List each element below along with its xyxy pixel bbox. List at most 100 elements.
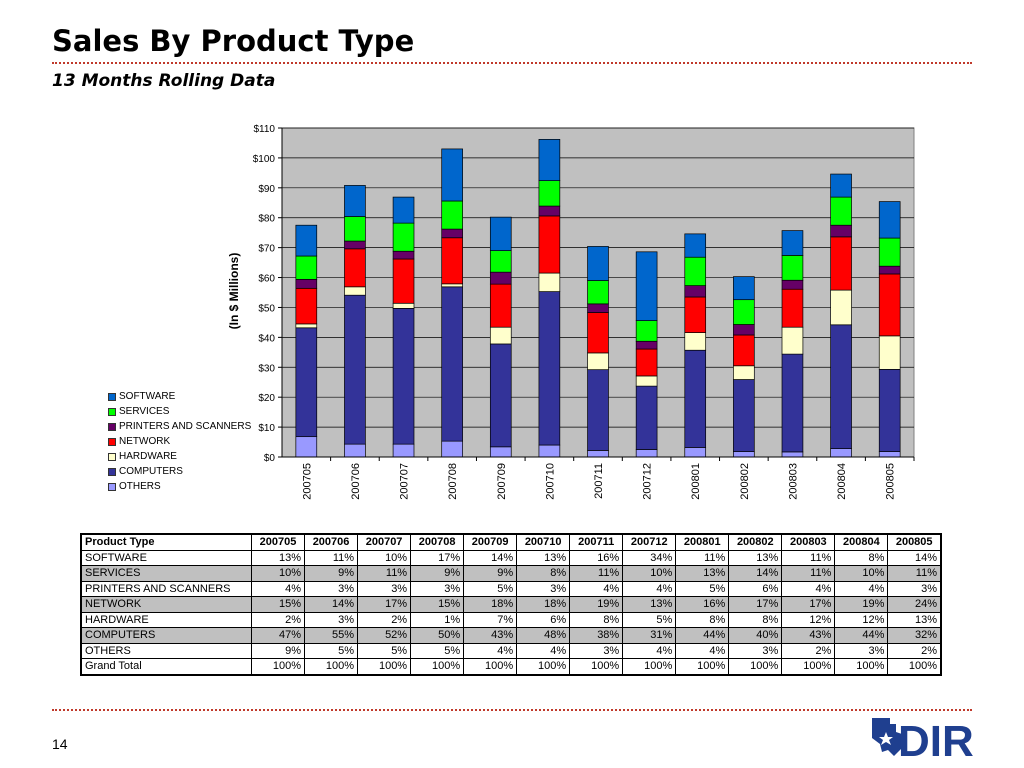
logo-text: DIR [898, 717, 974, 760]
table-cell: 9% [410, 565, 465, 582]
table-cell: 13% [516, 549, 571, 566]
slide-subtitle: 13 Months Rolling Data [52, 71, 276, 91]
table-cell: 17% [410, 549, 465, 566]
table-cell: 10% [622, 565, 677, 582]
table-cell: 18% [463, 596, 518, 613]
y-tick-label: $60 [258, 274, 275, 285]
table-cell: 14% [887, 549, 942, 566]
bar-segment-software [830, 173, 852, 198]
bar-segment-software [344, 185, 366, 217]
bar-segment-others [344, 443, 366, 458]
table-row: OTHERS 9% 5% 5% 5% 4% 4% 3% 4% 4% 3% 2% 3% 2% [80, 642, 942, 659]
table-cell: 34% [622, 549, 677, 566]
table-cell: 10% [250, 565, 306, 582]
table-cell: 100% [834, 658, 889, 675]
table-header-row: Product Type 200705 200706 200707 200708 2007… [80, 533, 942, 551]
top-divider [52, 62, 972, 64]
table-cell: 50% [410, 627, 465, 644]
y-tick-label: $10 [258, 423, 275, 434]
page-number: 14 [52, 736, 68, 752]
y-tick-label: $90 [258, 184, 275, 195]
table-header-cell: 200803 [781, 533, 836, 551]
bar-segment-computers [441, 286, 463, 442]
bar-segment-software [684, 233, 707, 258]
bar-segment-hardware [830, 289, 852, 326]
bar-segment-computers [392, 308, 415, 445]
table-row: HARDWARE 2% 3% 2% 1% 7% 6% 8% 5% 8% 8% 12% 12% 13% [80, 611, 942, 628]
bar-segment-computers [878, 369, 901, 452]
table-cell: 17% [728, 596, 783, 613]
table-cell: 5% [675, 580, 730, 597]
bar-segment-services [733, 299, 755, 325]
table-row: COMPUTERS 47% 55% 52% 50% 43% 48% 38% 31% 44% 40% 4… [80, 627, 942, 644]
table-cell: 100% [516, 658, 571, 675]
table-cell: 3% [304, 580, 359, 597]
table-cell: 4% [834, 580, 889, 597]
x-tick-label: 200711 [593, 463, 605, 499]
y-tick-label: $100 [253, 154, 276, 165]
table-cell: 6% [516, 611, 571, 628]
table-cell: 44% [834, 627, 889, 644]
x-tick-label: 200805 [885, 463, 897, 500]
legend-item: SERVICES [108, 404, 251, 419]
table-row: SOFTWARE 13% 11% 10% 17% 14% 13% 16% 34% 11% 13% 11… [80, 549, 942, 566]
bar-segment-others [635, 449, 658, 458]
table-row: SERVICES 10% 9% 11% 9% 9% 8% 11% 10% 13% 14% 11% 10%… [80, 565, 942, 582]
bar-segment-network [295, 287, 318, 325]
table-header-cell: 200712 [622, 533, 677, 551]
table-header-cell: 200706 [304, 533, 359, 551]
bar-segment-hardware [295, 323, 318, 329]
bar-segment-hardware [878, 335, 901, 370]
table-cell: 24% [887, 596, 942, 613]
bar-segment-others [587, 450, 609, 458]
legend-item: NETWORK [108, 434, 251, 449]
bar-segment-network [587, 312, 609, 354]
table-cell: 100% [250, 658, 306, 675]
texas-star-logo-icon: DIR [872, 717, 974, 760]
bar-segment-printers-and-scanners [295, 278, 318, 289]
table-cell: 100% [675, 658, 730, 675]
y-tick-label: $50 [258, 303, 275, 314]
bar-segment-software [781, 230, 804, 256]
bar-segment-computers [684, 349, 707, 448]
table-cell: 4% [569, 580, 624, 597]
table-cell: 11% [304, 549, 359, 566]
bar-segment-printers-and-scanners [392, 250, 415, 260]
y-axis-label: (In $ Millions) [227, 253, 241, 330]
table-cell: 8% [834, 549, 889, 566]
y-tick-label: $0 [264, 453, 276, 464]
x-tick-label: 200709 [496, 463, 508, 500]
table-header-cell: 200708 [410, 533, 465, 551]
table-cell: 4% [781, 580, 836, 597]
bar-segment-others [684, 447, 707, 458]
table-row-label: Grand Total [80, 658, 252, 675]
table-cell: 18% [516, 596, 571, 613]
x-tick-label: 200803 [787, 463, 799, 500]
table-header-cell: 200802 [728, 533, 783, 551]
table-cell: 100% [463, 658, 518, 675]
bar-segment-others [441, 440, 463, 458]
table-header-cell: Product Type [80, 533, 252, 551]
legend-label: SERVICES [119, 406, 170, 417]
bar-segment-printers-and-scanners [344, 240, 366, 250]
table-cell: 13% [675, 565, 730, 582]
y-tick-label: $20 [258, 393, 275, 404]
table-cell: 14% [463, 549, 518, 566]
table-cell: 40% [728, 627, 783, 644]
table-cell: 17% [781, 596, 836, 613]
table-row-label: SERVICES [80, 565, 252, 582]
table-cell: 11% [887, 565, 942, 582]
bar-segment-printers-and-scanners [635, 340, 658, 350]
table-row-label: OTHERS [80, 642, 252, 659]
table-cell: 2% [357, 611, 412, 628]
table-cell: 5% [622, 611, 677, 628]
bar-segment-computers [295, 327, 318, 438]
table-header-cell: 200705 [250, 533, 306, 551]
legend-swatch [108, 482, 116, 491]
table-cell: 4% [622, 642, 677, 659]
table-cell: 14% [304, 596, 359, 613]
table-header-cell: 200805 [887, 533, 942, 551]
table-cell: 13% [887, 611, 942, 628]
bar-segment-printers-and-scanners [733, 324, 755, 336]
table-cell: 11% [675, 549, 730, 566]
